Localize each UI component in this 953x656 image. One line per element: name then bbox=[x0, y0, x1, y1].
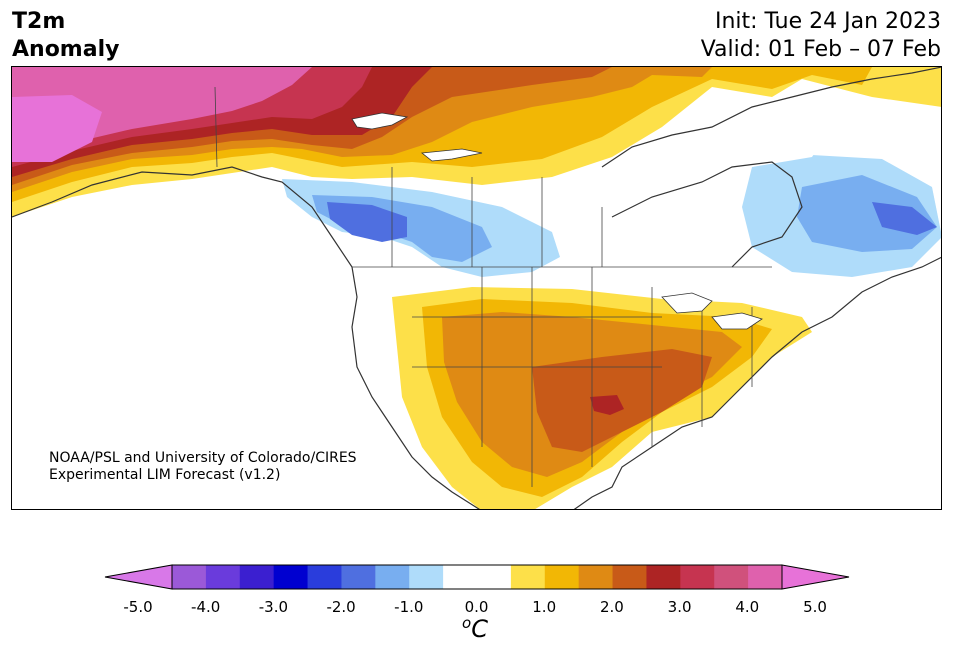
colorbar-cells bbox=[172, 565, 783, 589]
colorbar-cell bbox=[273, 565, 309, 589]
region-warm-8-north bbox=[12, 95, 102, 162]
lakes bbox=[351, 112, 763, 330]
colorbar-cell bbox=[205, 565, 241, 589]
colorbar-tick-label: 0.0 bbox=[464, 598, 489, 616]
map-canvas bbox=[12, 67, 941, 509]
anomaly-map bbox=[11, 66, 942, 510]
colorbar-cell bbox=[680, 565, 715, 589]
colorbar-left-arrow bbox=[104, 564, 173, 590]
colorbar-cell bbox=[646, 565, 681, 589]
colorbar-tick-label: 1.0 bbox=[532, 598, 557, 616]
forecast-dates: Init: Tue 24 Jan 2023 Valid: 01 Feb – 07… bbox=[701, 8, 941, 64]
region-neutral-hudson bbox=[592, 107, 832, 217]
unit-superscript: o bbox=[462, 614, 472, 632]
colorbar-right-arrow bbox=[781, 564, 850, 590]
credit-line-2: Experimental LIM Forecast (v1.2) bbox=[49, 467, 281, 483]
colorbar-cell bbox=[341, 565, 376, 589]
colorbar bbox=[104, 564, 850, 590]
colorbar-cell bbox=[239, 565, 275, 589]
colorbar-tick-label: 5.0 bbox=[803, 598, 827, 616]
region-cool-2-east bbox=[797, 175, 937, 252]
colorbar-cell bbox=[307, 565, 342, 589]
political-borders bbox=[214, 86, 772, 487]
colorbar-tick-label: 4.0 bbox=[735, 598, 760, 616]
colorbar-cell bbox=[477, 565, 512, 589]
colorbar-cell bbox=[510, 565, 546, 589]
colorbar-cell bbox=[578, 565, 614, 589]
colorbar-cell bbox=[714, 565, 749, 589]
region-warm-4-us bbox=[532, 349, 712, 452]
colorbar-tick-label: 3.0 bbox=[667, 598, 692, 616]
unit-base: C bbox=[471, 615, 488, 643]
map-title: T2m Anomaly bbox=[12, 8, 119, 64]
colorbar-cell bbox=[612, 565, 647, 589]
colorbar-cell bbox=[748, 565, 783, 589]
colorbar-tick-label: 2.0 bbox=[599, 598, 624, 616]
colorbar-tick-label: -4.0 bbox=[191, 598, 221, 616]
init-date: Init: Tue 24 Jan 2023 bbox=[714, 9, 941, 34]
colorbar-cell bbox=[544, 565, 580, 589]
region-cool-3-east bbox=[872, 202, 937, 235]
title-line-2: Anomaly bbox=[12, 37, 120, 62]
colorbar-tick-label: -3.0 bbox=[258, 598, 289, 616]
region-warm-5-us bbox=[590, 395, 624, 415]
colorbar-outline bbox=[171, 564, 783, 590]
colorbar-unit: oC bbox=[462, 614, 488, 643]
colorbar-tick-label: -1.0 bbox=[394, 598, 424, 616]
colorbar-cell bbox=[172, 565, 207, 589]
credit-text: NOAA/PSL and University of Colorado/CIRE… bbox=[49, 450, 357, 484]
colorbar-tick-label: -5.0 bbox=[123, 598, 153, 616]
colorbar-cell bbox=[375, 565, 410, 589]
coastlines bbox=[12, 67, 941, 509]
valid-dates: Valid: 01 Feb – 07 Feb bbox=[700, 37, 941, 62]
colorbar-cell bbox=[409, 565, 444, 589]
colorbar-tick-label: -2.0 bbox=[326, 598, 356, 616]
title-line-1: T2m bbox=[12, 9, 66, 34]
credit-line-1: NOAA/PSL and University of Colorado/CIRE… bbox=[49, 450, 357, 466]
region-cool-3-west bbox=[327, 202, 407, 242]
colorbar-cell bbox=[443, 565, 478, 589]
